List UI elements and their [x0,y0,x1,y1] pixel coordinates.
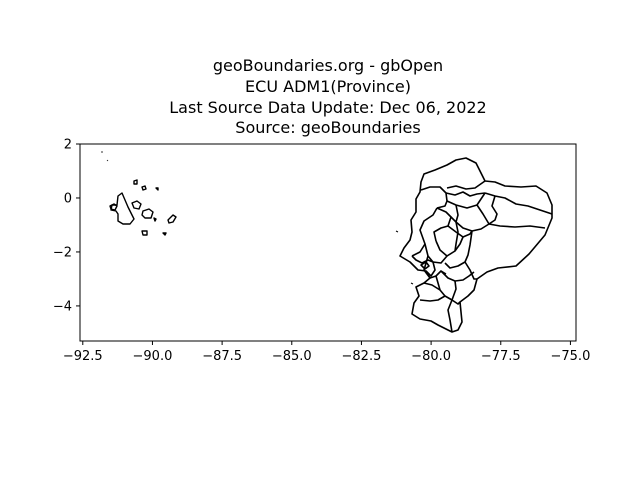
title-line-2: ECU ADM1(Province) [245,76,411,96]
island-floreana [141,230,148,236]
gulf-island-puna [420,261,430,270]
title-line-3: Last Source Data Update: Dec 06, 2022 [169,97,487,117]
el-oro-boundary [419,282,446,302]
y-tick-label: −4 [53,299,72,314]
island-santa-fe [153,217,157,222]
santa-elena-guayas-boundary [411,255,436,277]
morona-santiago-boundary [464,261,477,280]
x-tick-label: −85.0 [272,349,312,364]
island-genovesa [155,187,159,191]
ecuador-outline [399,157,553,333]
pichincha-boundary [446,192,486,209]
la-plata-islet [395,230,399,233]
zamora-boundary [447,280,457,333]
cotopaxi-tungurahua-boundary [447,225,473,238]
andes-ridge-line [454,204,459,252]
x-axis: −92.5 −90.0 −87.5 −85.0 −82.5 −80.0 −77.5 −75.0 [63,341,590,364]
island-isabela [110,192,135,225]
orellana-west-boundary [488,195,498,225]
x-tick-label: −90.0 [133,349,173,364]
canar-azuay-boundary [440,270,475,282]
pastaza-boundary [444,230,473,269]
esmeraldas-boundary [420,186,448,209]
y-tick-label: 0 [64,191,72,206]
island-santiago [131,200,142,210]
santo-domingo-boundary [433,207,452,242]
island-pinta [133,179,138,185]
x-tick-label: −77.5 [481,349,521,364]
santa-clara-islet [410,282,414,285]
loja-boundary [444,295,461,305]
orellana-boundary [488,223,546,229]
x-tick-label: −92.5 [63,349,103,364]
island-marchena [141,185,147,191]
island-santa-cruz [141,208,154,219]
y-axis: 2 0 −2 −4 [53,138,80,314]
x-tick-label: −75.0 [551,349,591,364]
island-espanola [162,232,167,236]
y-tick-label: −2 [53,245,72,260]
island-san-cristobal [167,214,177,224]
azuay-loja-boundary [435,275,441,291]
manabi-boundary [411,207,438,257]
title-line-1: geoBoundaries.org - gbOpen [212,56,444,75]
plot-frame [79,143,577,342]
title-line-4: Source: geoBoundaries [235,118,421,138]
imbabura-boundary [445,191,486,197]
mainland-ecuador [395,157,553,333]
bolivar-chimborazo-boundary [446,236,464,257]
y-tick-label: 2 [64,138,72,153]
napo-boundary [450,204,490,232]
carchi-imbabura-boundary [446,180,486,190]
island-wolf [106,159,109,162]
x-tick-label: −87.5 [202,349,242,364]
island-fernandina [109,203,118,211]
map-title: geoBoundaries.org - gbOpen ECU ADM1(Prov… [0,56,640,139]
x-tick-label: −82.5 [342,349,382,364]
galapagos-islands [101,151,177,236]
x-tick-label: −80.0 [411,349,451,364]
los-rios-boundary [424,240,448,264]
